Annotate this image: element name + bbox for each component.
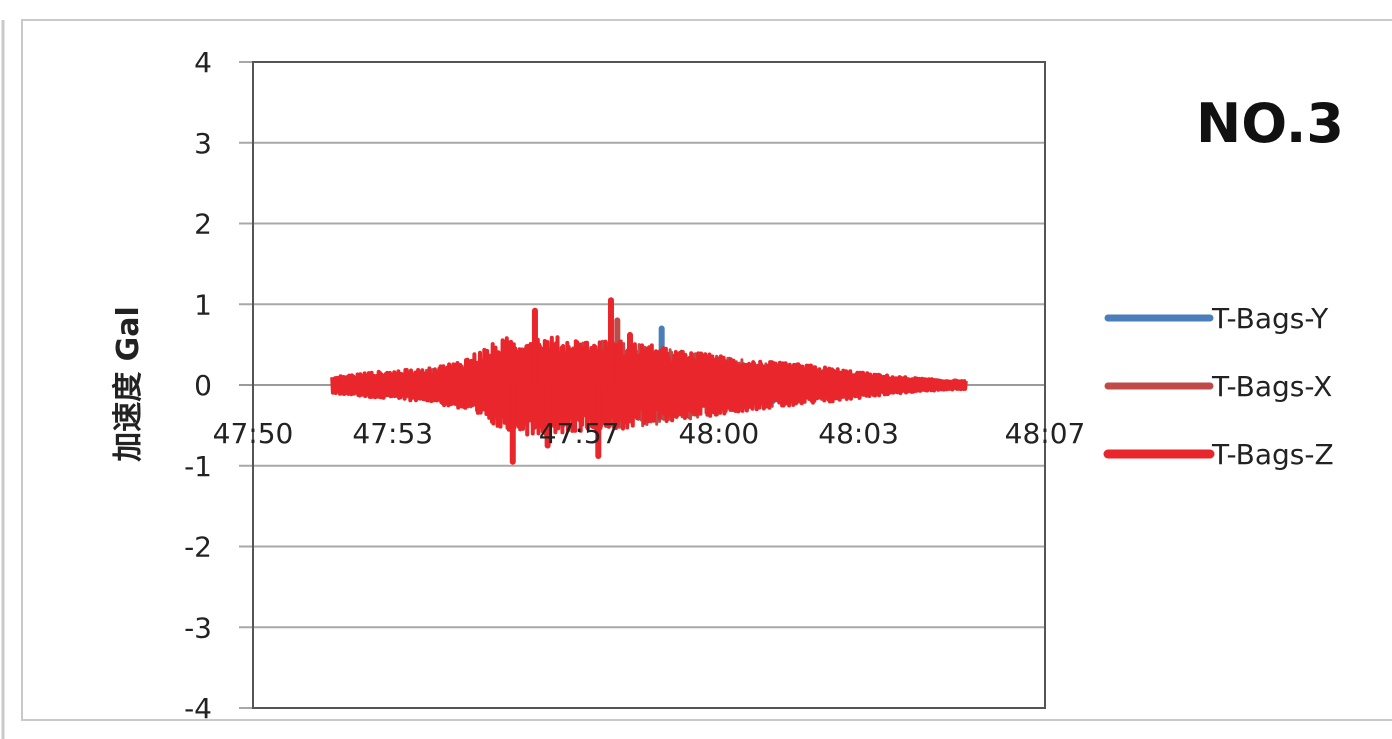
y-tick-label: 3 xyxy=(194,127,212,160)
x-tick-labels: 47:50 47:53 47:57 48:00 48:03 48:07 xyxy=(213,417,1086,450)
legend-label: T-Bags-Y xyxy=(1211,302,1329,335)
y-tick-label: -2 xyxy=(184,531,212,564)
y-tick-labels: 4 3 2 1 0 -1 -2 -3 -4 xyxy=(184,46,212,725)
x-tick-label: 47:53 xyxy=(352,417,433,450)
x-tick-label: 48:00 xyxy=(679,417,760,450)
x-tick-label: 47:57 xyxy=(539,417,620,450)
x-tick-label: 47:50 xyxy=(213,417,294,450)
axis-layer xyxy=(252,61,1046,709)
plot-area-border xyxy=(252,61,1046,709)
y-tick-label: 0 xyxy=(194,369,212,402)
y-tick-label: 2 xyxy=(194,208,212,241)
y-tick-label: 1 xyxy=(194,288,212,321)
legend: T-Bags-Y T-Bags-X T-Bags-Z xyxy=(1103,302,1334,471)
signal-layer xyxy=(330,297,968,465)
series-line-t-bags-z xyxy=(330,335,968,437)
y-tick-label: -1 xyxy=(184,450,212,483)
chart-title: NO.3 xyxy=(1196,92,1344,155)
y-tick-label: -4 xyxy=(184,692,212,725)
legend-label: T-Bags-Z xyxy=(1211,438,1334,471)
y-tick-label: -3 xyxy=(184,611,212,644)
y-axis-label: 加速度 Gal xyxy=(111,306,146,462)
x-tick-label: 48:07 xyxy=(1005,417,1086,450)
x-tick-label: 48:03 xyxy=(818,417,899,450)
y-tick-label: 4 xyxy=(194,46,212,79)
legend-label: T-Bags-X xyxy=(1211,370,1332,403)
